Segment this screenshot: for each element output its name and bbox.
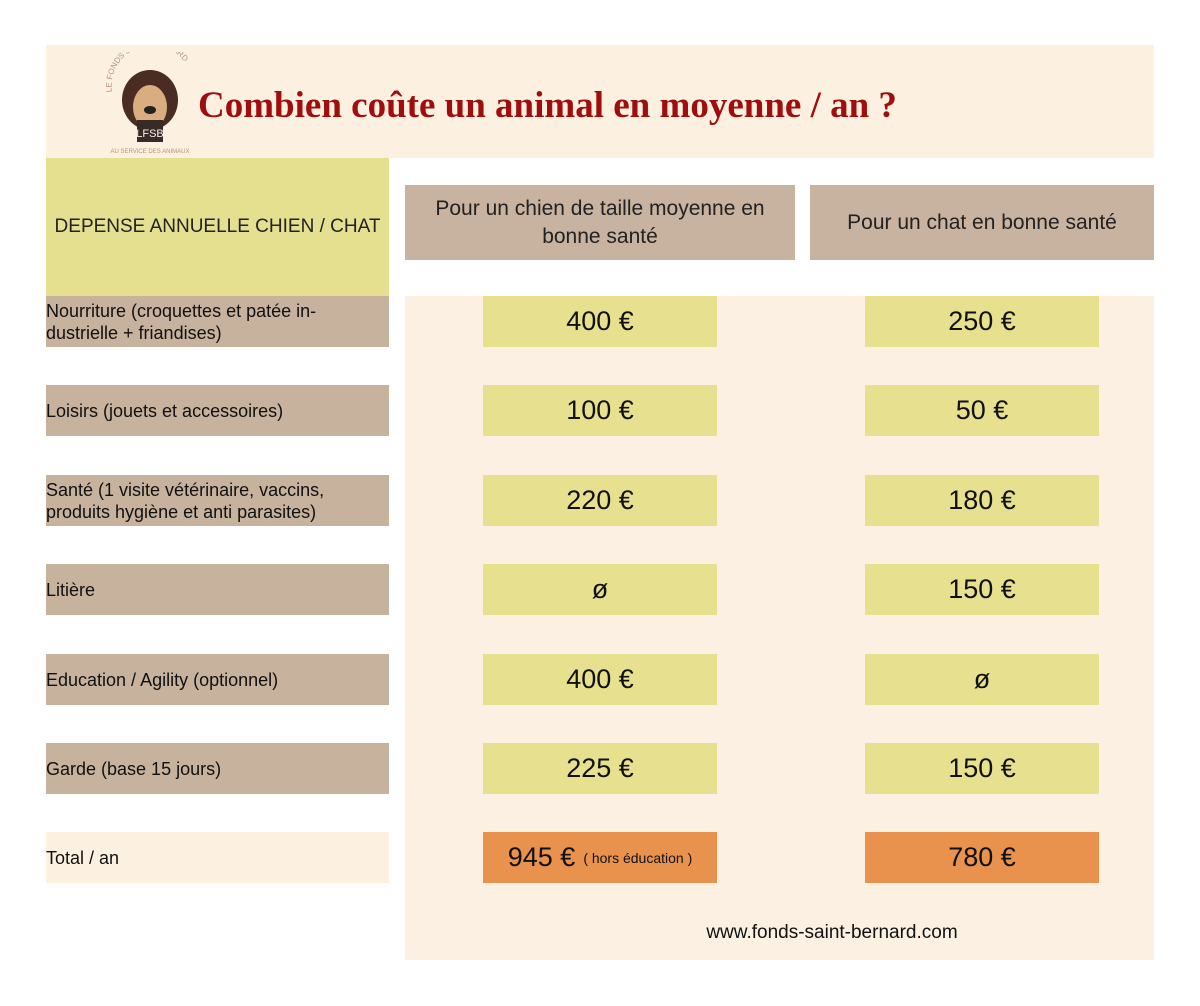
column-header-cat: Pour un chat en bonne santé [810,185,1154,260]
cat-cost-cell: 150 € [865,743,1099,794]
dog-cost-cell: 220 € [483,475,717,526]
dog-cost-cell: ø [483,564,717,615]
cat-cost-cell: 250 € [865,296,1099,347]
dog-cost-cell: 225 € [483,743,717,794]
cat-cost-cell: 150 € [865,564,1099,615]
total-dog-note: ( hors éducation ) [583,849,693,866]
cat-cost-cell: ø [865,654,1099,705]
cat-cost-cell: 50 € [865,385,1099,436]
total-dog-value: 945 € [507,842,576,872]
row-label: Santé (1 visite vétérinaire, vaccins, pr… [46,475,389,526]
total-cat: 780 € [865,832,1099,883]
dog-cost-cell: 400 € [483,296,717,347]
dog-cost-cell: 100 € [483,385,717,436]
row-label: Education / Agility (optionnel) [46,654,389,705]
header-band [46,45,1154,158]
total-label: Total / an [46,832,389,883]
logo: LE FONDS SAINT BERNARD LFSB AU SERVICE D… [100,39,200,156]
website-url: www.fonds-saint-bernard.com [706,922,958,943]
column-header-dog: Pour un chien de taille moyenne en bonne… [405,185,795,260]
corner-header: DEPENSE ANNUELLE CHIEN / CHAT [46,158,389,296]
row-label: Litière [46,564,389,615]
row-label: Garde (base 15 jours) [46,743,389,794]
dog-cost-cell: 400 € [483,654,717,705]
row-label: Loisirs (jouets et accessoires) [46,385,389,436]
svg-text:LFSB: LFSB [136,128,164,140]
total-dog: 945 € ( hors éducation ) [483,832,717,883]
cat-cost-cell: 180 € [865,475,1099,526]
svg-text:AU SERVICE DES ANIMAUX: AU SERVICE DES ANIMAUX [111,149,190,155]
row-label: Nourriture (croquettes et patée in-dustr… [46,296,389,347]
page-title: Combien coûte un animal en moyenne / an … [198,85,897,126]
